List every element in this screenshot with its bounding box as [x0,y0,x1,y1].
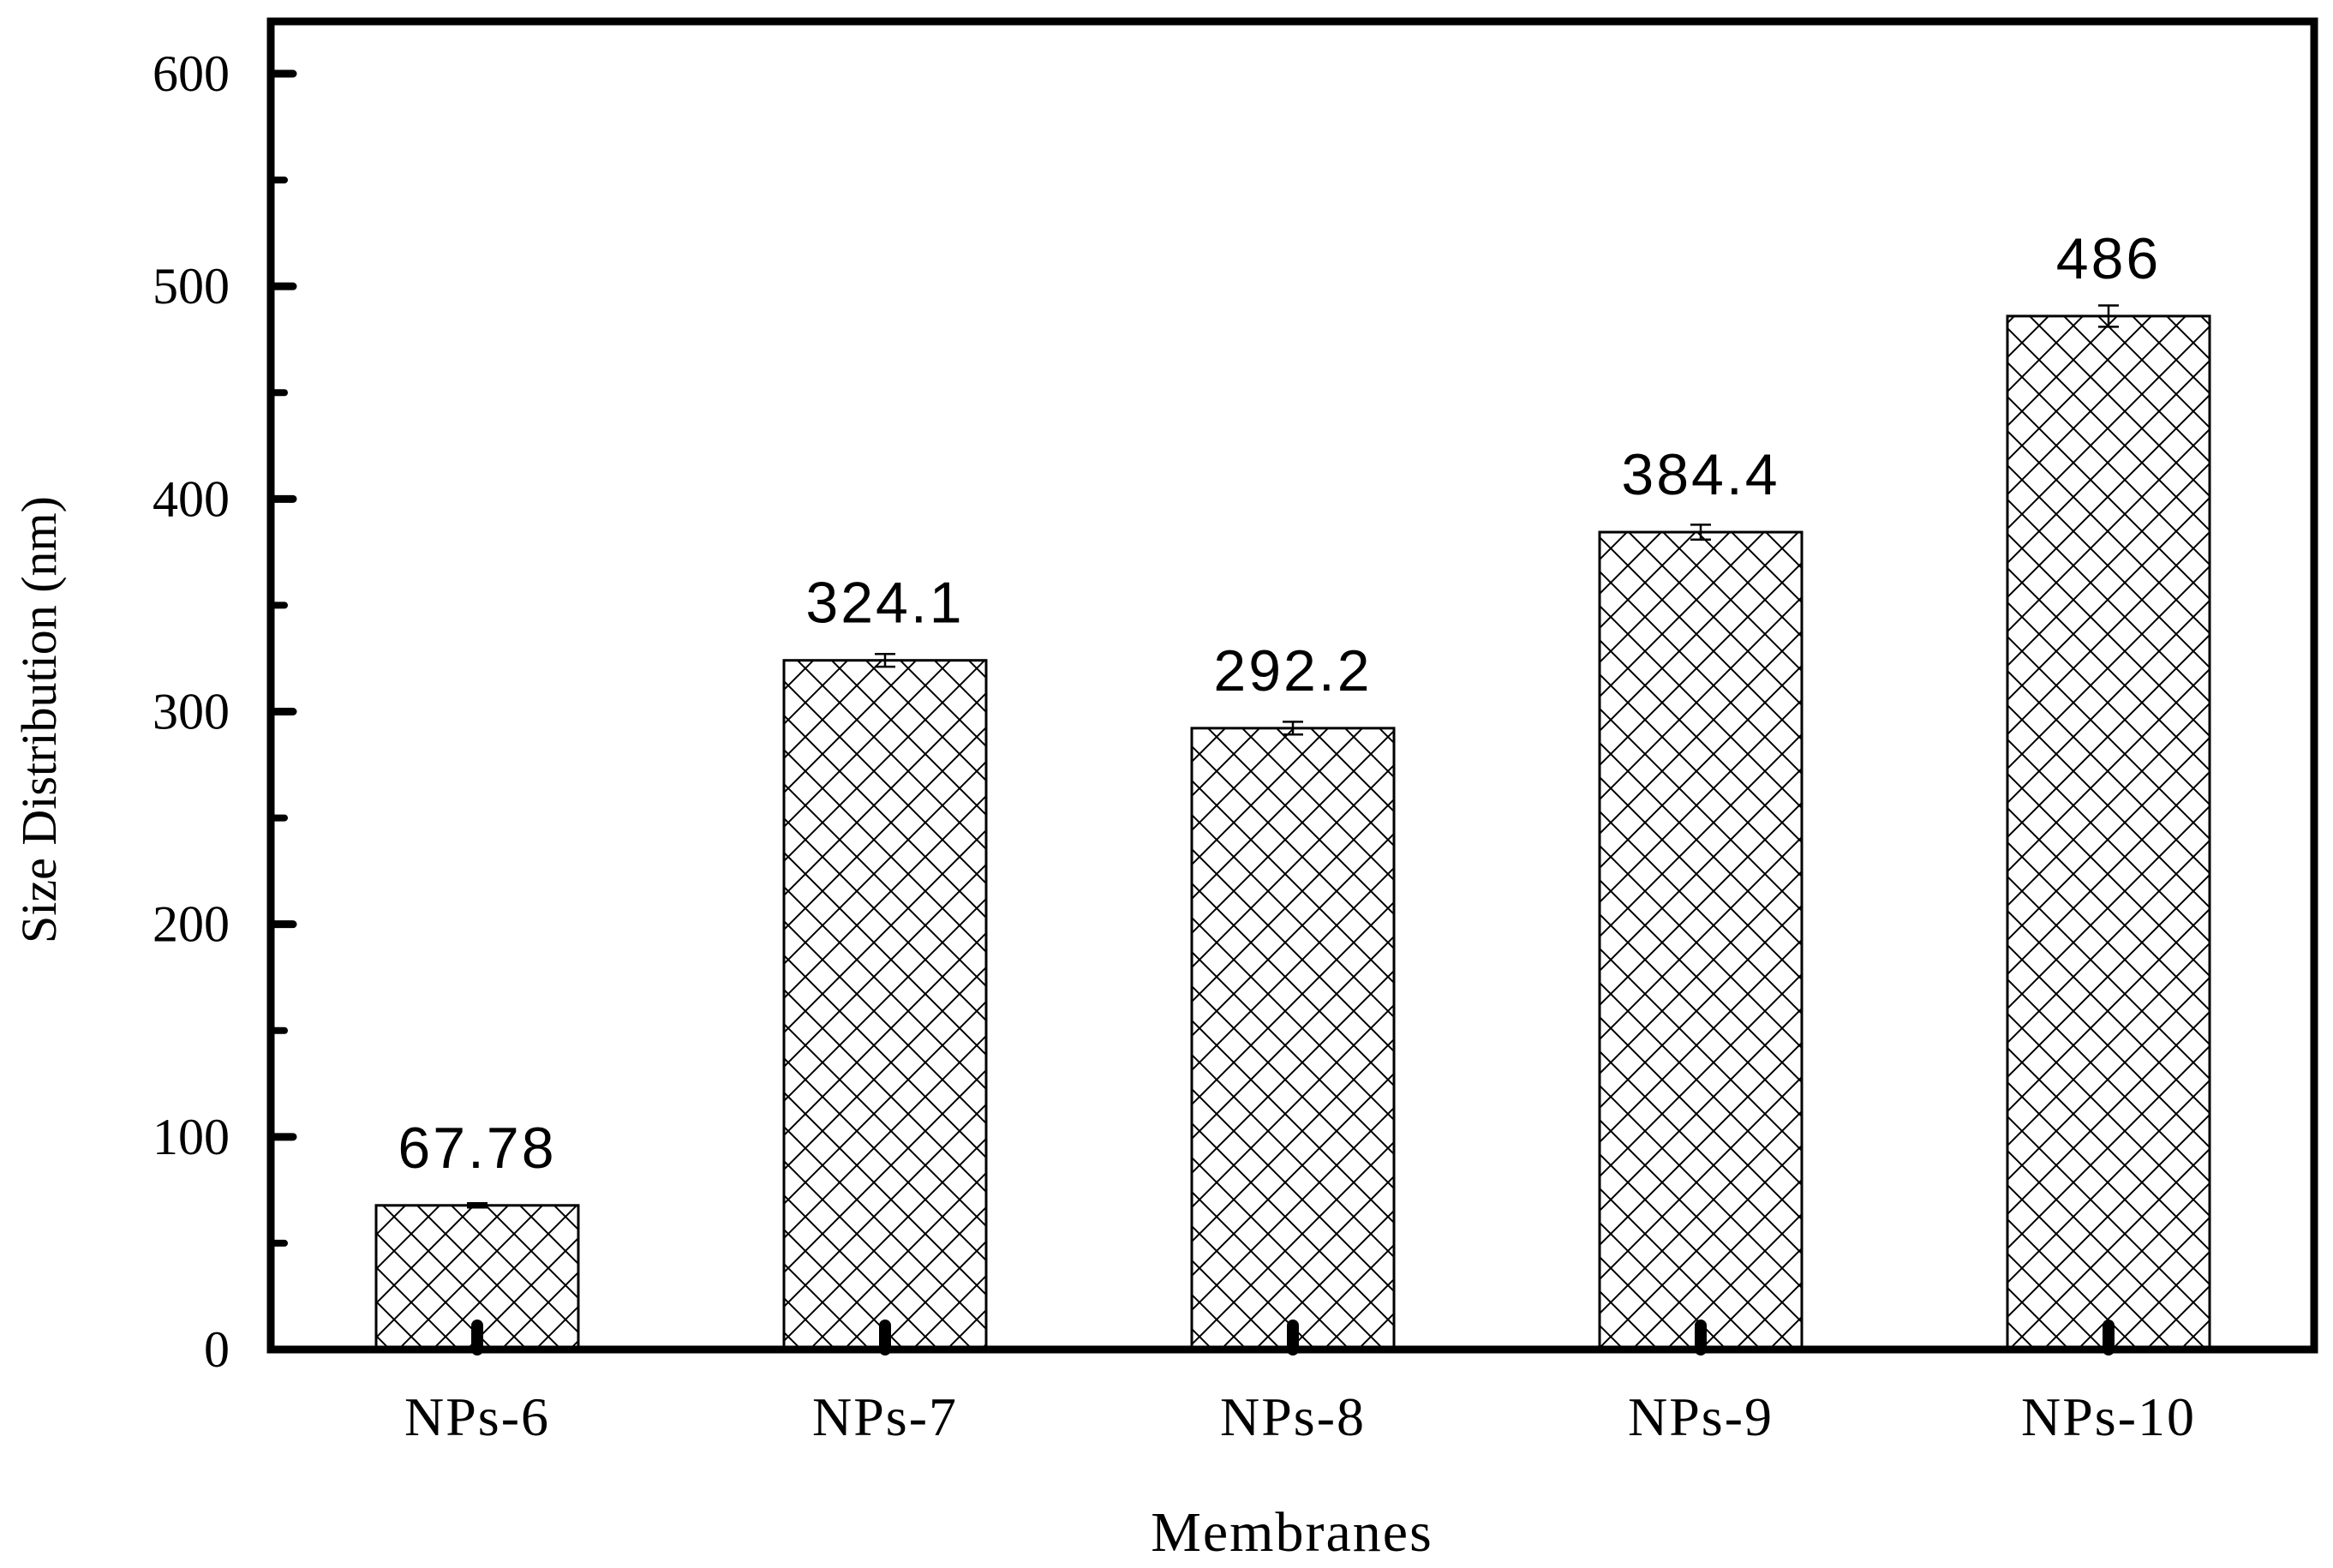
y-tick-label: 200 [153,896,230,953]
bar-group-nps-8: 292.2 [1190,638,1396,1351]
bar [782,659,988,1351]
y-tick-label: 600 [153,45,230,102]
bar-group-nps-7: 324.1 [782,571,988,1351]
data-label: 292.2 [1213,638,1372,703]
y-tick-label: 0 [204,1321,230,1378]
x-tick-label: NPs-9 [1628,1386,1774,1447]
bar-group-nps-6: 67.78 [374,1116,580,1351]
x-tick-label: NPs-7 [812,1386,958,1447]
data-label: 67.78 [398,1116,556,1181]
x-axis-title: Membranes [1151,1501,1433,1564]
bar [1190,727,1396,1351]
bar-group-nps-9: 384.4 [1598,442,1804,1351]
y-tick-label: 300 [153,684,230,740]
data-label: 486 [2056,226,2161,291]
bar [2006,314,2211,1351]
data-label: 324.1 [805,571,964,636]
y-tick-label: 500 [153,258,230,314]
bar-group-nps-10: 486 [2006,226,2211,1351]
x-tick-label: NPs-10 [2021,1386,2196,1447]
y-ticks-layer: 0 100 200 300 400 500 600 [153,45,297,1378]
bars-layer: 67.78 324.1 292.2 384.4 486 [374,226,2211,1351]
y-axis-title: Size Distribution (nm) [11,496,67,943]
data-label: 384.4 [1621,442,1780,507]
bar [1598,530,1804,1351]
x-tick-label: NPs-6 [404,1386,550,1447]
x-ticks-layer: NPs-6 NPs-7 NPs-8 NPs-9 NPs-10 [404,1320,2196,1447]
y-tick-label: 400 [153,470,230,527]
y-tick-label: 100 [153,1109,230,1165]
x-tick-label: NPs-8 [1220,1386,1366,1447]
